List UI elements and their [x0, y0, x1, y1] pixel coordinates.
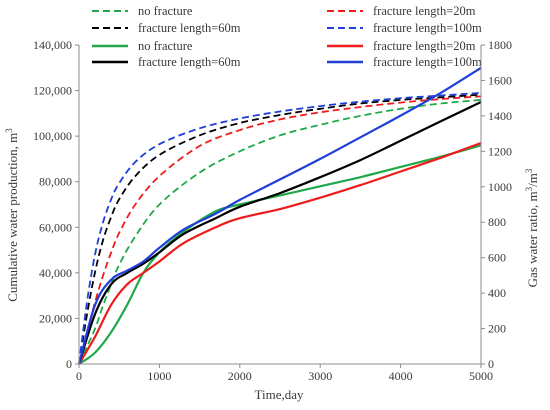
y2-tick-label: 1000 [488, 180, 512, 194]
y-tick-label: 0 [66, 357, 72, 371]
series-line-6 [77, 101, 482, 365]
y2-tick-label: 1400 [488, 109, 512, 123]
series-line-3 [78, 92, 482, 365]
y-tick-label: 40,000 [39, 266, 72, 280]
legend-label-6: fracture length=60m [138, 55, 241, 69]
y-axis-title: Cumulative water production, m3 [4, 128, 20, 302]
series-line-4 [78, 144, 482, 365]
legend-label-3: fracture length=100m [373, 21, 482, 35]
y2-tick-label: 1800 [488, 38, 512, 52]
y2-axis-title: Gas water ratio, m3/m3 [524, 168, 540, 287]
series-line-5 [78, 141, 482, 365]
legend-label-0: no fracture [138, 4, 193, 18]
y2-tick-label: 400 [488, 286, 506, 300]
y2-tick-label: 800 [488, 215, 506, 229]
y-tick-label: 20,000 [39, 311, 72, 325]
x-tick-label: 2000 [228, 369, 252, 383]
y-tick-label: 80,000 [39, 175, 72, 189]
series-line-0 [78, 99, 482, 365]
y-tick-label: 60,000 [39, 220, 72, 234]
series-line-2 [78, 93, 482, 365]
y-tick-label: 140,000 [33, 38, 72, 52]
legend-label-4: no fracture [138, 39, 193, 53]
x-tick-label: 5000 [469, 369, 493, 383]
x-tick-label: 3000 [308, 369, 332, 383]
y2-tick-label: 200 [488, 322, 506, 336]
series-line-7 [77, 66, 482, 365]
y-tick-label: 120,000 [33, 84, 72, 98]
series-line-1 [78, 95, 482, 365]
x-axis-title: Time,day [255, 387, 304, 402]
x-tick-label: 0 [76, 369, 82, 383]
y2-tick-label: 1200 [488, 144, 512, 158]
x-tick-label: 4000 [389, 369, 413, 383]
y2-tick-label: 600 [488, 251, 506, 265]
legend: no fracture fracture length=20m fracture l… [92, 4, 482, 69]
y2-tick-label: 1600 [488, 73, 512, 87]
legend-label-1: fracture length=20m [373, 4, 476, 18]
legend-label-2: fracture length=60m [138, 21, 241, 35]
legend-label-5: fracture length=20m [373, 39, 476, 53]
legend-label-7: fracture length=100m [373, 55, 482, 69]
axes: 0 1000 2000 3000 4000 5000020,00040,00060,000… [33, 38, 512, 383]
x-tick-label: 1000 [147, 369, 171, 383]
plot-area [77, 66, 482, 365]
y-tick-label: 100,000 [33, 129, 72, 143]
y2-tick-label: 0 [488, 357, 494, 371]
